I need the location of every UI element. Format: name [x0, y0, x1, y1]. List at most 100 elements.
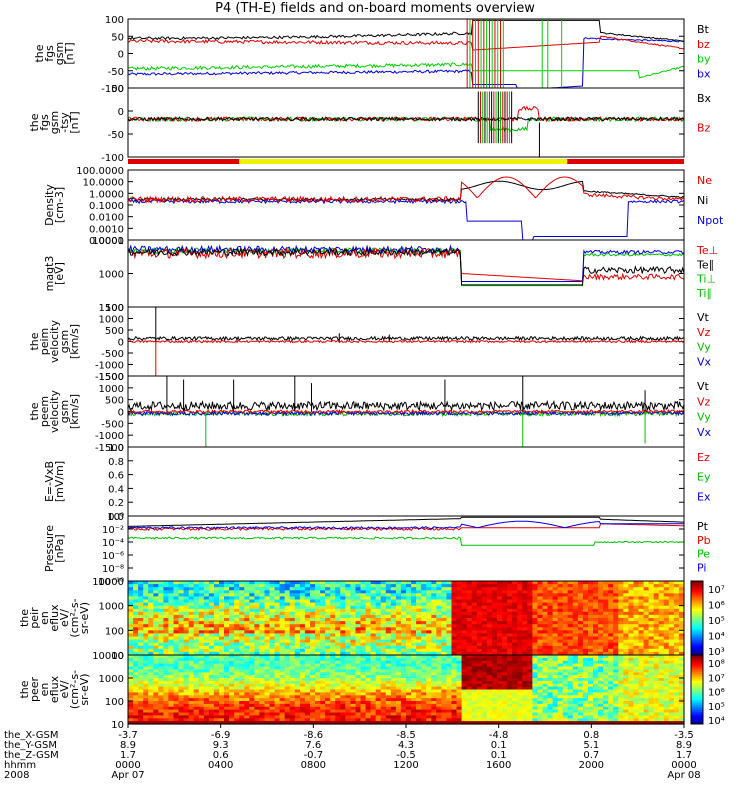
data-line: [127, 247, 685, 286]
colorbar-label: 10⁵: [708, 616, 725, 627]
ephemeris-value: 5.1: [583, 740, 599, 751]
ytick-label: 100: [105, 15, 124, 26]
ytick-label: 0.4: [108, 484, 124, 495]
ytick-label: 100: [105, 697, 124, 708]
legend-entry: by: [697, 53, 711, 66]
ytick-label: -500: [101, 349, 124, 360]
ylabel-line: magt3: [43, 256, 56, 292]
colorbar-label: 10⁴: [708, 632, 725, 643]
ytick-label: 10⁻⁴: [102, 538, 124, 549]
legend-entry: Vy: [697, 411, 711, 424]
colorbar-label: 10⁷: [708, 673, 725, 684]
data-line: [127, 335, 685, 342]
panel-peir: 10000 1000 100 10 thepeirenefluxeV/(cm²-s-sr…: [18, 577, 684, 662]
legend-entry: Bz: [697, 122, 711, 135]
ytick-label: 0: [118, 338, 124, 349]
panel-pressure: 10⁰10⁻²10⁻⁴10⁻⁶10⁻⁸10⁻¹⁰Pressure[nPa]PtP…: [43, 512, 711, 588]
colorbar-label: 10⁶: [708, 688, 725, 699]
ylabel-line: [mV/m]: [53, 461, 66, 502]
ylabel-line: peer: [28, 677, 41, 703]
ytick-label: -500: [101, 419, 124, 430]
data-line: [127, 176, 685, 204]
ytick-label: -1000: [95, 361, 124, 372]
ylabel-line: fgs: [38, 114, 51, 131]
ytick-label: 1.0: [108, 443, 124, 454]
legend-entry: Pe: [697, 548, 710, 561]
colorbar-label: 10⁸: [708, 659, 725, 670]
mode-bar-segment: [567, 159, 684, 164]
ylabel-line: en: [38, 683, 51, 697]
ylabel-line: fgs: [43, 45, 56, 62]
ephemeris-value: 7.6: [305, 740, 321, 751]
ytick-label: 10⁻¹⁰: [98, 577, 124, 588]
ytick-label: 1000: [99, 270, 124, 281]
panel-peem: 150010005000-500-1000-1500thepeemvelocit…: [28, 372, 712, 454]
data-line: [127, 62, 684, 79]
ylabel-line: [cm-3]: [53, 187, 66, 223]
ytick-label: -1500: [95, 443, 124, 454]
data-line: [127, 409, 685, 418]
legend-entry: Ti∥: [696, 287, 712, 300]
panel-frame: [127, 515, 685, 582]
ephemeris-value: 0.8: [583, 730, 599, 741]
data-line: [127, 520, 684, 530]
ytick-label: 10⁻⁶: [102, 551, 124, 562]
legend-entry: Vz: [697, 326, 711, 339]
ylabel-line: the: [33, 44, 46, 62]
ylabel-line: Pressure: [43, 525, 56, 572]
ytick-label: -50: [108, 67, 124, 78]
ytick-label: 1.0000: [89, 189, 124, 200]
legend-entry: Ex: [697, 490, 711, 503]
legend-entry: Vz: [697, 395, 711, 408]
legend-entry: Vx: [697, 426, 712, 439]
panel-peer: 10000 1000 100 10 thepeerenefluxeV/(cm²-s-sr…: [18, 651, 684, 731]
ytick-label: 0.0001: [89, 236, 124, 247]
ephemeris-value: 1600: [486, 760, 511, 771]
ephemeris-value: -8.6: [304, 730, 324, 741]
spectrogram-peir: [128, 581, 685, 656]
ylabel-line: [km/s]: [68, 394, 81, 429]
ytick-label: 1000: [99, 674, 124, 685]
ephemeris-value: 0.1: [491, 750, 507, 761]
ytick-label: -50: [108, 130, 124, 141]
legend-entry: Pt: [697, 520, 709, 533]
ytick-label: -1000: [95, 431, 124, 442]
ytick-label: 0: [118, 107, 124, 118]
ylabel-line: the: [18, 609, 31, 627]
legend-entry: Pi: [697, 561, 706, 574]
data-line: [128, 516, 685, 527]
ephemeris-value: -0.7: [304, 750, 324, 761]
data-line: [127, 244, 685, 282]
ylabel-line: eV/: [58, 609, 71, 627]
data-line: [127, 180, 685, 202]
legend-entry: Te⊥: [696, 244, 718, 257]
data-line: [127, 37, 685, 89]
legend-entry: bx: [697, 67, 711, 80]
ytick-label: 0.8: [108, 457, 124, 468]
ytick-label: 0.0: [108, 512, 124, 523]
legend-entry: Ez: [697, 451, 710, 464]
ytick-label: 0.1000: [89, 201, 124, 212]
ephemeris-label: hhmm: [4, 760, 36, 771]
ylabel-line: [nPa]: [53, 534, 66, 562]
ylabel-line: eflux: [48, 675, 61, 703]
ephemeris-value: 0.6: [213, 750, 229, 761]
ephemeris-value: Apr 08: [667, 770, 700, 781]
data-line: [127, 408, 685, 415]
ylabel-line: sr-eV): [78, 673, 91, 705]
ytick-label: 10000: [92, 577, 124, 588]
ytick-label: 500: [105, 326, 124, 337]
ytick-label: 10: [111, 651, 124, 662]
data-line: [127, 116, 685, 122]
ephemeris-value: 0000: [671, 760, 696, 771]
ephemeris-value: 8.9: [676, 740, 692, 751]
chart-title: P4 (TH-E) fields and on-board moments ov…: [215, 1, 535, 16]
spectrogram-peer: [128, 655, 685, 725]
data-line: [127, 523, 685, 532]
colorbar-label: 10³: [708, 647, 725, 658]
ylabel-line: eflux: [48, 604, 61, 632]
ephemeris-value: 0000: [115, 760, 140, 771]
panel-frame: [127, 446, 685, 517]
ylabel-line: gsm: [53, 42, 66, 65]
